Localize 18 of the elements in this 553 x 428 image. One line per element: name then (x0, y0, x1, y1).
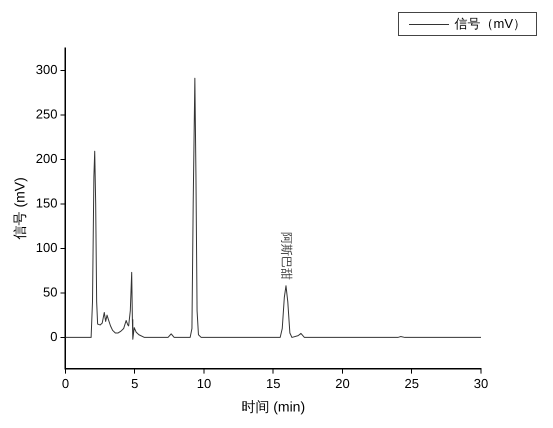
y-tick-label: 50 (43, 284, 58, 300)
x-tick-label: 5 (131, 376, 138, 391)
y-tick-label: 0 (50, 329, 58, 344)
legend-label: 信号（mV） (454, 15, 526, 33)
y-tick-label: 100 (36, 240, 58, 255)
annotation: 阿斯巴甜 (280, 232, 294, 280)
x-axis-title: 时间 (min) (241, 398, 306, 414)
x-tick-label: 25 (404, 376, 419, 391)
y-tick-label: 150 (36, 195, 58, 210)
y-tick-label: 200 (36, 150, 58, 166)
x-tick-label: 0 (62, 376, 70, 391)
x-tick-label: 10 (196, 376, 212, 391)
x-tick-label: 30 (474, 376, 488, 391)
x-tick-label: 15 (266, 376, 280, 391)
y-tick-label: 300 (36, 62, 58, 77)
y-axis-title: 信号 (mV) (11, 177, 28, 240)
y-tick-label: 250 (36, 106, 58, 122)
x-tick-label: 20 (335, 376, 350, 391)
